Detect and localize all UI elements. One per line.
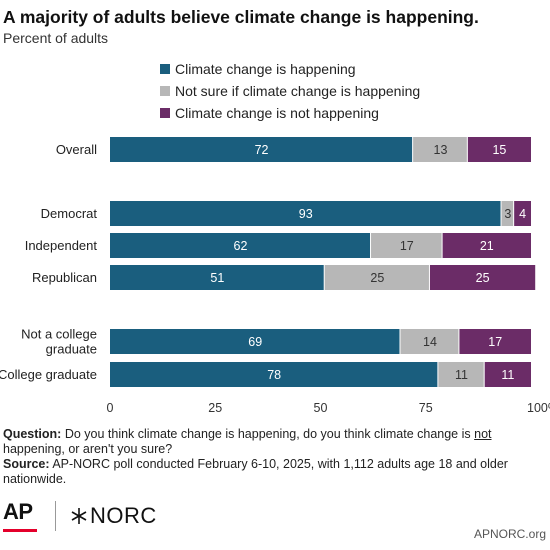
- data-label-overall-not-sure-if-climate-change-is-happening: 13: [434, 143, 448, 157]
- question-text-start: Do you think climate change is happening…: [64, 427, 471, 441]
- category-label-democrat: Democrat: [41, 206, 98, 221]
- data-label-independent-climate-change-is-happening: 62: [234, 239, 248, 253]
- question-text-end: happening, or aren't you sure?: [3, 442, 173, 456]
- legend-swatch-not-sure: [160, 86, 170, 96]
- bar-not-a-college-graduate-climate-change-is-happening: [110, 329, 400, 354]
- source-text: AP-NORC poll conducted February 6-10, 20…: [3, 457, 508, 486]
- legend-item-not-sure: Not sure if climate change is happening: [160, 80, 420, 102]
- footer-notes: Question: Do you think climate change is…: [3, 427, 543, 487]
- legend-label-happening: Climate change is happening: [175, 61, 356, 77]
- bar-overall-climate-change-is-happening: [110, 137, 413, 162]
- question-note: Question: Do you think climate change is…: [3, 427, 543, 457]
- chart-subtitle: Percent of adults: [3, 30, 109, 46]
- bar-overall-climate-change-is-not-happening: [467, 137, 531, 162]
- bar-overall-not-sure-if-climate-change-is-happening: [413, 137, 467, 162]
- data-label-overall-climate-change-is-happening: 72: [255, 143, 269, 157]
- x-tick-label-50: 50: [314, 401, 328, 415]
- bar-democrat-not-sure-if-climate-change-is-happening: [501, 201, 514, 226]
- site-url: APNORC.org: [473, 527, 546, 541]
- bar-democrat-climate-change-is-happening: [110, 201, 501, 226]
- category-label-overall: Overall: [56, 142, 97, 157]
- data-label-college-graduate-climate-change-is-happening: 78: [267, 368, 281, 382]
- legend-item-not-happening: Climate change is not happening: [160, 102, 420, 124]
- source-label: Source:: [3, 457, 50, 471]
- data-label-independent-not-sure-if-climate-change-is-happening: 17: [400, 239, 414, 253]
- legend-label-not-sure: Not sure if climate change is happening: [175, 83, 421, 99]
- question-label: Question:: [3, 427, 62, 441]
- x-tick-label-75: 75: [419, 401, 433, 415]
- bar-not-a-college-graduate-climate-change-is-not-happening: [459, 329, 531, 354]
- data-label-overall-climate-change-is-not-happening: 15: [492, 143, 506, 157]
- x-tick-label-100: 100%: [527, 401, 550, 415]
- bar-independent-climate-change-is-not-happening: [442, 233, 531, 258]
- logo-bar: AP NORC: [3, 496, 157, 536]
- data-label-democrat-not-sure-if-climate-change-is-happening: 3: [504, 207, 511, 221]
- data-label-independent-climate-change-is-not-happening: 21: [480, 239, 494, 253]
- bar-independent-not-sure-if-climate-change-is-happening: [371, 233, 442, 258]
- question-text-underlined: not: [474, 427, 492, 441]
- x-tick-label-25: 25: [208, 401, 222, 415]
- data-label-college-graduate-not-sure-if-climate-change-is-happening: 11: [455, 368, 468, 382]
- ap-logo-text: AP: [3, 499, 33, 524]
- bar-democrat-climate-change-is-not-happening: [514, 201, 531, 226]
- bar-republican-climate-change-is-not-happening: [429, 265, 536, 290]
- data-label-democrat-climate-change-is-happening: 93: [299, 207, 313, 221]
- category-label-independent: Independent: [25, 238, 98, 253]
- data-label-not-a-college-graduate-climate-change-is-happening: 69: [248, 335, 262, 349]
- norc-logo-text: NORC: [90, 503, 157, 528]
- data-label-not-a-college-graduate-climate-change-is-not-happening: 17: [488, 335, 502, 349]
- x-tick-label-0: 0: [107, 401, 114, 415]
- category-label-not-a-college-graduate: Not a college graduate: [21, 327, 97, 357]
- bar-college-graduate-climate-change-is-not-happening: [484, 362, 531, 387]
- legend-label-not-happening: Climate change is not happening: [175, 105, 379, 121]
- category-label-college-graduate: College graduate: [0, 367, 97, 382]
- category-label-republican: Republican: [32, 270, 97, 285]
- norc-star-icon: [71, 508, 87, 524]
- data-label-republican-climate-change-is-happening: 51: [210, 271, 224, 285]
- ap-logo-underline: [3, 529, 37, 532]
- source-note: Source: AP-NORC poll conducted February …: [3, 457, 543, 487]
- data-label-republican-not-sure-if-climate-change-is-happening: 25: [370, 271, 384, 285]
- bar-republican-not-sure-if-climate-change-is-happening: [324, 265, 429, 290]
- data-label-not-a-college-graduate-not-sure-if-climate-change-is-happening: 14: [423, 335, 437, 349]
- logo-separator: [55, 501, 56, 531]
- chart-legend: Climate change is happening Not sure if …: [160, 58, 420, 124]
- ap-logo: AP: [3, 500, 37, 532]
- bar-independent-climate-change-is-happening: [110, 233, 371, 258]
- bar-college-graduate-not-sure-if-climate-change-is-happening: [438, 362, 484, 387]
- bar-not-a-college-graduate-not-sure-if-climate-change-is-happening: [400, 329, 459, 354]
- chart-title: A majority of adults believe climate cha…: [3, 7, 479, 27]
- legend-item-happening: Climate change is happening: [160, 58, 420, 80]
- bar-republican-climate-change-is-happening: [110, 265, 324, 290]
- data-label-republican-climate-change-is-not-happening: 25: [476, 271, 490, 285]
- stacked-bar-chart: Overall 72 13 15 Democrat 93 3 4 Independent 62 17…: [0, 137, 550, 415]
- norc-logo: NORC: [70, 503, 157, 529]
- legend-swatch-happening: [160, 64, 170, 74]
- data-label-college-graduate-climate-change-is-not-happening: 11: [501, 368, 514, 382]
- bar-college-graduate-climate-change-is-happening: [110, 362, 438, 387]
- legend-swatch-not-happening: [160, 108, 170, 118]
- data-label-democrat-climate-change-is-not-happening: 4: [519, 207, 526, 221]
